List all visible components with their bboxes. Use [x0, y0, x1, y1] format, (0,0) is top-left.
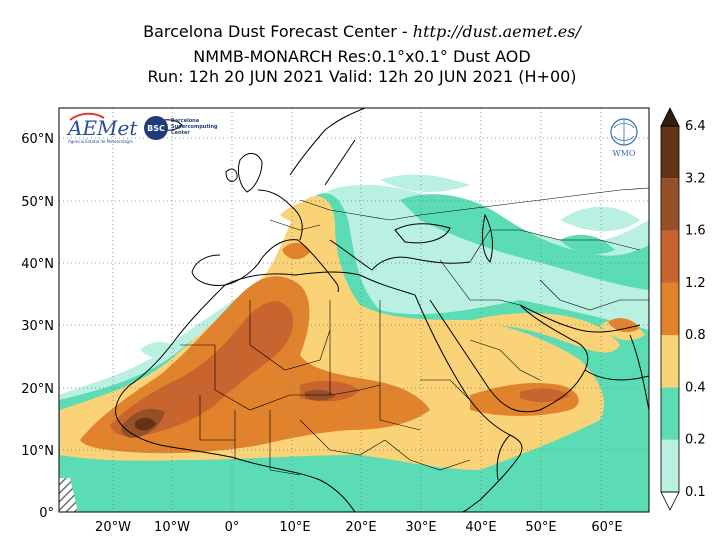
lon-label: 10°E [279, 520, 310, 535]
lon-label: 10°W [154, 520, 190, 535]
lat-label: 30°N [21, 319, 54, 334]
center-url: http://dust.aemet.es/ [412, 22, 581, 41]
coastlines [115, 108, 649, 512]
plot-frame [58, 107, 650, 513]
no-data-area [59, 478, 78, 512]
lat-label: 50°N [21, 195, 54, 210]
colorbar-level-label: 6.4 [685, 119, 706, 134]
aemet-logo-text: AEMet [66, 116, 138, 140]
colorbar-max-extension [660, 107, 680, 127]
colorbar-level-label: 1.6 [685, 224, 706, 239]
colorbar-level-label: 0.8 [685, 328, 706, 343]
map-title-center: Barcelona Dust Forecast Center - http://… [0, 22, 724, 42]
colorbar-segment [661, 282, 679, 336]
colorbar: 0.1 0.2 0.4 0.8 1.2 1.6 3.2 6.4 [660, 107, 706, 511]
lat-label: 60°N [21, 132, 54, 147]
colorbar-segment [661, 335, 679, 388]
lon-label: 40°E [465, 520, 496, 535]
aemet-swoosh-icon [69, 112, 105, 121]
lat-label: 0° [39, 506, 54, 521]
colorbar-segment [661, 387, 679, 440]
colorbar-level-label: 0.2 [685, 433, 706, 448]
colorbar-min-extension [660, 491, 680, 511]
colorbar-segment [661, 439, 679, 492]
center-name: Barcelona Dust Forecast Center - [143, 22, 413, 41]
aemet-logo: AEMet Agencia Estatal de Meteorología [66, 112, 138, 144]
lat-label: 20°N [21, 382, 54, 397]
bsc-logo: BSC Barcelona Supercomputing Center [144, 116, 218, 140]
colorbar-segment [661, 126, 679, 179]
bsc-name-line3: Center [171, 130, 190, 136]
map-title-run: Run: 12h 20 JUN 2021 Valid: 12h 20 JUN 2… [147, 67, 577, 86]
lat-label: 40°N [21, 257, 54, 272]
lon-label: 50°E [525, 520, 556, 535]
colorbar-segment [661, 230, 679, 283]
colorbar-frame [660, 125, 680, 493]
colorbar-level-label: 1.2 [685, 276, 706, 291]
lon-label: 20°W [95, 520, 131, 535]
map-title-model: NMMB-MONARCH Res:0.1°x0.1° Dust AOD [193, 47, 531, 66]
wmo-logo: WMO [610, 118, 638, 158]
dust-layer-3-2 [135, 417, 156, 431]
lon-label: 20°E [345, 520, 376, 535]
colorbar-level-label: 3.2 [685, 171, 706, 186]
bsc-circle-icon [144, 116, 168, 140]
colorbar-segment [661, 178, 679, 231]
lat-label: 10°N [21, 444, 54, 459]
lon-label: 60°E [591, 520, 622, 535]
wmo-logo-text: WMO [613, 149, 636, 158]
longitude-axis: 20°W 10°W 0° 10°E 20°E 30°E 40°E 50°E 60… [95, 520, 623, 535]
colorbar-level-label: 0.4 [685, 380, 706, 395]
map-plot-area [59, 108, 649, 512]
graticule [59, 108, 649, 512]
country-borders [180, 187, 649, 476]
bsc-name-line2: Supercomputing [171, 124, 218, 130]
latitude-axis: 60°N 50°N 40°N 30°N 20°N 10°N 0° [21, 132, 54, 521]
bsc-logo-text: BSC [147, 124, 165, 133]
aemet-logo-subtext: Agencia Estatal de Meteorología [68, 139, 133, 144]
lon-label: 0° [225, 520, 240, 535]
lon-label: 30°E [405, 520, 436, 535]
colorbar-level-label: 0.1 [685, 485, 706, 500]
bsc-name-line1: Barcelona [171, 118, 199, 124]
